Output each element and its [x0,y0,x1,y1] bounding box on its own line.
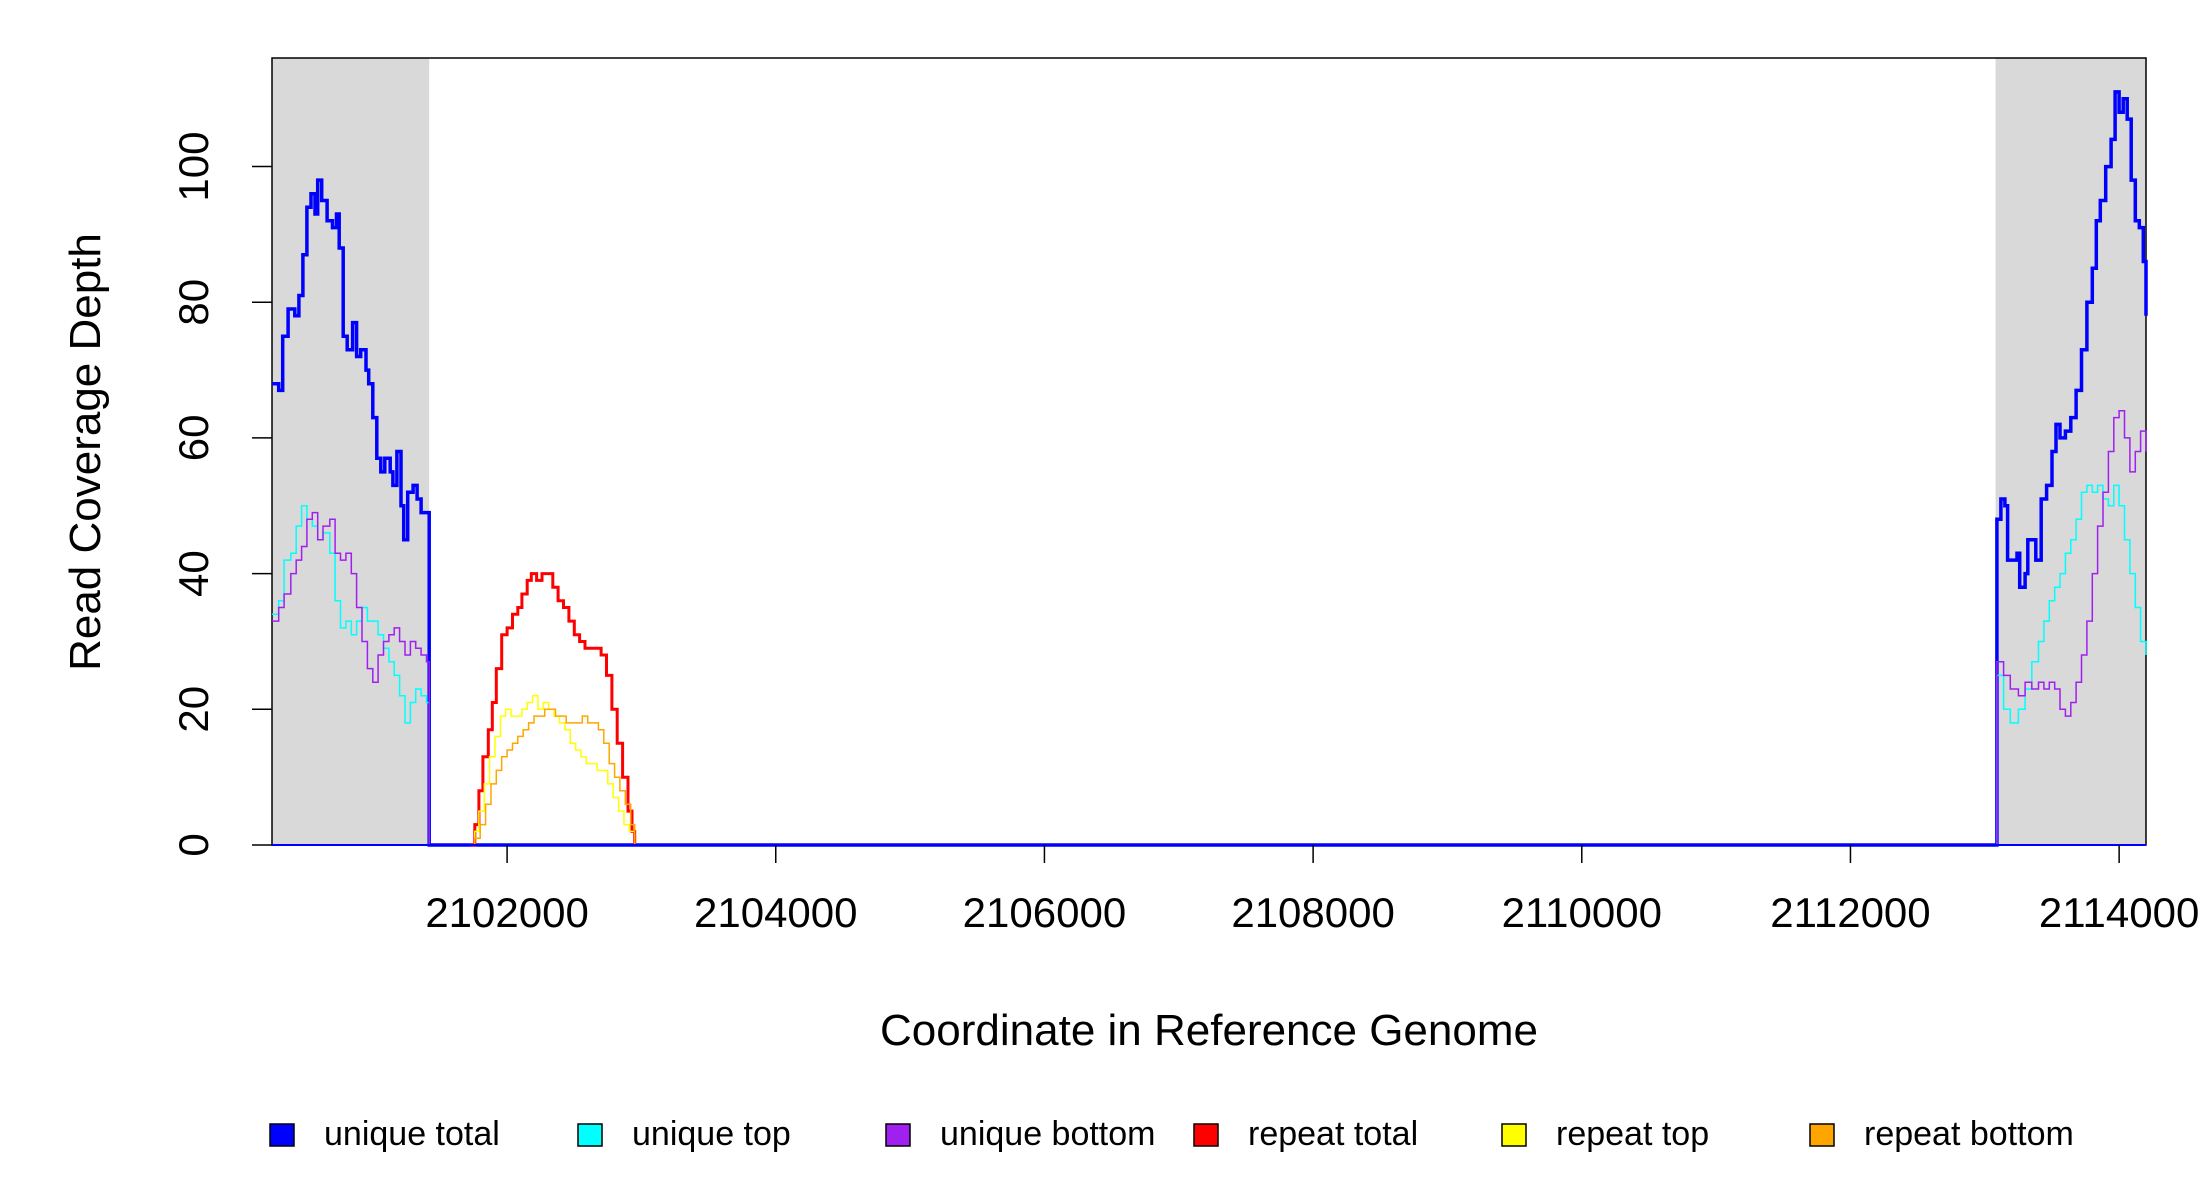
shaded-region [272,58,430,845]
legend: unique total unique top unique bottom repea… [269,1115,2074,1153]
y-tick-label: 20 [170,686,217,733]
x-axis-label: Coordinate in Reference Genome [880,1006,1538,1055]
legend-swatch [1809,1123,1835,1147]
legend-label: repeat total [1248,1115,1418,1153]
series-lines [272,90,2148,847]
y-tick-label: 40 [170,550,217,597]
legend-swatch [1193,1123,1219,1147]
x-tick-label: 2108000 [1231,889,1395,936]
legend-label: unique bottom [940,1115,1156,1153]
y-tick-label: 0 [170,833,217,856]
x-tick-label: 2114000 [2039,889,2199,936]
x-tick-label: 2102000 [425,889,589,936]
legend-swatch [1501,1123,1527,1147]
legend-swatch [269,1123,295,1147]
y-axis-label: Read Coverage Depth [61,233,110,671]
y-tick-label: 100 [170,132,217,202]
series-line-repeat-top [470,694,636,846]
series-line-unique-bottom [272,410,2147,846]
y-axis: 0 20 40 60 80 100 [170,132,272,857]
series-line-unique-total [272,90,2148,847]
x-tick-label: 2104000 [694,889,858,936]
x-axis: 2102000 2104000 2106000 2108000 2110000 21120… [425,845,2199,936]
legend-label: repeat top [1556,1115,1709,1153]
series-line-repeat-total [470,572,637,847]
shaded-region [1995,58,2146,845]
legend-swatch [885,1123,911,1147]
legend-label: unique top [632,1115,791,1153]
y-tick-label: 80 [170,279,217,326]
series-line-repeat-bottom [470,708,636,846]
x-tick-label: 2106000 [963,889,1127,936]
x-tick-label: 2112000 [1770,889,1930,936]
legend-swatch [577,1123,603,1147]
y-tick-label: 60 [170,415,217,462]
series-line-unique-top [272,484,2147,846]
plot-frame [271,57,2147,846]
shaded-regions [272,58,2146,845]
legend-label: repeat bottom [1864,1115,2074,1153]
legend-label: unique total [324,1115,500,1153]
x-tick-label: 2110000 [1502,889,1662,936]
